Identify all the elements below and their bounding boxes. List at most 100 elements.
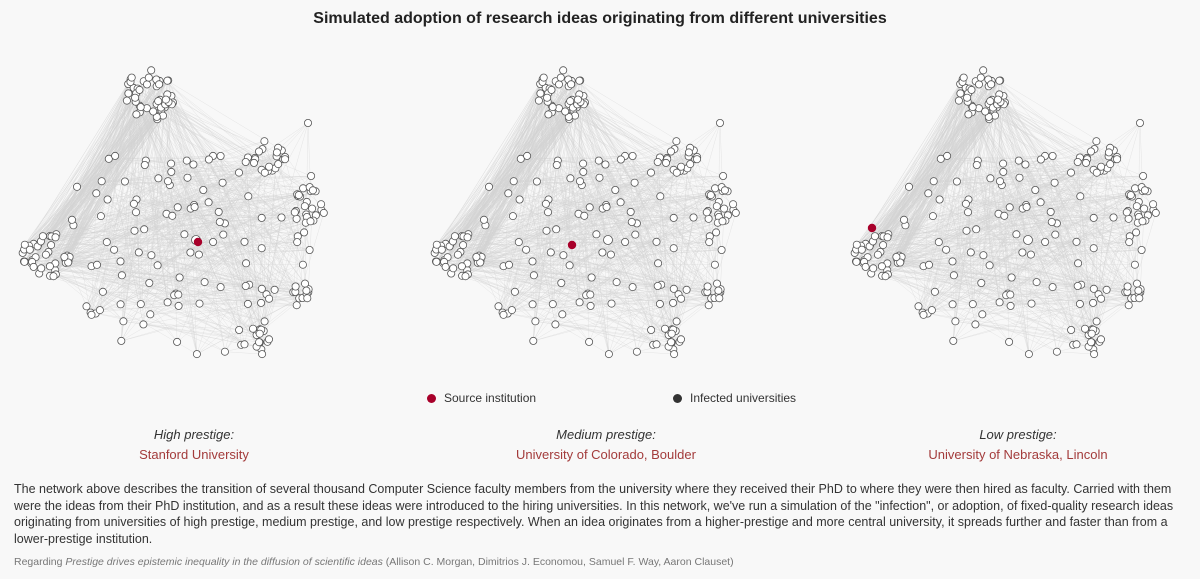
university-node[interactable] [303,119,312,128]
university-node[interactable] [669,213,678,222]
university-node[interactable] [934,238,943,247]
university-node[interactable] [260,317,269,326]
university-node[interactable] [546,248,555,257]
university-node[interactable] [883,233,892,242]
university-node[interactable] [485,182,494,191]
university-node[interactable] [291,282,300,291]
university-node[interactable] [1074,259,1083,268]
university-node[interactable] [136,300,145,309]
university-node[interactable] [509,177,518,186]
university-node[interactable] [49,272,58,281]
university-node[interactable] [877,262,886,271]
university-node[interactable] [186,248,195,257]
university-node[interactable] [510,287,519,296]
university-node[interactable] [573,95,582,104]
university-node[interactable] [1014,156,1023,165]
university-node[interactable] [215,217,224,226]
university-node[interactable] [432,240,441,249]
university-node[interactable] [1096,335,1105,344]
university-node[interactable] [204,198,213,207]
source-institution-node[interactable] [193,237,203,247]
university-node[interactable] [676,335,685,344]
university-node[interactable] [277,213,286,222]
university-node[interactable] [703,282,712,291]
university-node[interactable] [1138,217,1147,226]
university-node[interactable] [154,174,163,183]
university-node[interactable] [73,182,82,191]
university-node[interactable] [437,245,446,254]
university-node[interactable] [1125,238,1134,247]
university-node[interactable] [652,237,661,246]
network-low-prestige[interactable] [850,55,1200,375]
university-node[interactable] [461,272,470,281]
university-node[interactable] [616,198,625,207]
university-node[interactable] [122,96,131,105]
university-node[interactable] [241,158,250,167]
university-node[interactable] [1072,340,1081,349]
university-node[interactable] [300,228,309,237]
university-node[interactable] [967,85,976,94]
university-node[interactable] [948,257,957,266]
university-node[interactable] [303,294,312,303]
university-node[interactable] [692,155,701,164]
university-node[interactable] [905,182,914,191]
university-node[interactable] [173,203,182,212]
university-node[interactable] [1124,301,1133,310]
university-node[interactable] [116,257,125,266]
university-node[interactable] [257,244,266,253]
university-node[interactable] [548,300,557,309]
university-node[interactable] [163,76,172,85]
university-node[interactable] [632,347,641,356]
university-node[interactable] [522,245,531,254]
university-node[interactable] [1032,278,1041,287]
university-node[interactable] [1046,207,1055,216]
university-node[interactable] [1137,245,1146,254]
university-node[interactable] [529,336,538,345]
university-node[interactable] [209,237,218,246]
university-node[interactable] [504,189,513,198]
university-node[interactable] [472,252,481,261]
university-node[interactable] [127,73,136,82]
university-node[interactable] [244,192,253,201]
university-node[interactable] [264,335,273,344]
university-node[interactable] [1123,282,1132,291]
university-node[interactable] [669,284,678,293]
university-node[interactable] [235,325,244,334]
university-node[interactable] [87,310,96,319]
university-node[interactable] [684,148,693,157]
university-node[interactable] [611,185,620,194]
university-node[interactable] [652,340,661,349]
university-node[interactable] [194,250,203,259]
university-node[interactable] [630,178,639,187]
university-node[interactable] [1086,147,1095,156]
university-node[interactable] [995,177,1004,186]
university-node[interactable] [131,93,140,102]
university-node[interactable] [607,299,616,308]
university-node[interactable] [459,241,468,250]
source-institution-node[interactable] [567,240,577,250]
university-node[interactable] [956,89,965,98]
university-node[interactable] [981,107,990,116]
university-node[interactable] [189,160,198,169]
university-node[interactable] [147,251,156,260]
university-node[interactable] [929,177,938,186]
university-node[interactable] [575,177,584,186]
university-node[interactable] [606,250,615,259]
university-node[interactable] [308,186,317,195]
university-node[interactable] [476,258,485,267]
university-node[interactable] [260,168,269,177]
university-node[interactable] [1006,301,1015,310]
university-node[interactable] [585,337,594,346]
university-node[interactable] [199,185,208,194]
university-node[interactable] [852,257,861,266]
university-node[interactable] [1023,235,1033,245]
university-node[interactable] [1076,192,1085,201]
university-node[interactable] [653,158,662,167]
university-node[interactable] [924,189,933,198]
university-node[interactable] [92,189,101,198]
university-node[interactable] [1000,211,1009,220]
university-node[interactable] [966,248,975,257]
university-node[interactable] [103,195,112,204]
university-node[interactable] [995,298,1004,307]
university-node[interactable] [612,278,621,287]
